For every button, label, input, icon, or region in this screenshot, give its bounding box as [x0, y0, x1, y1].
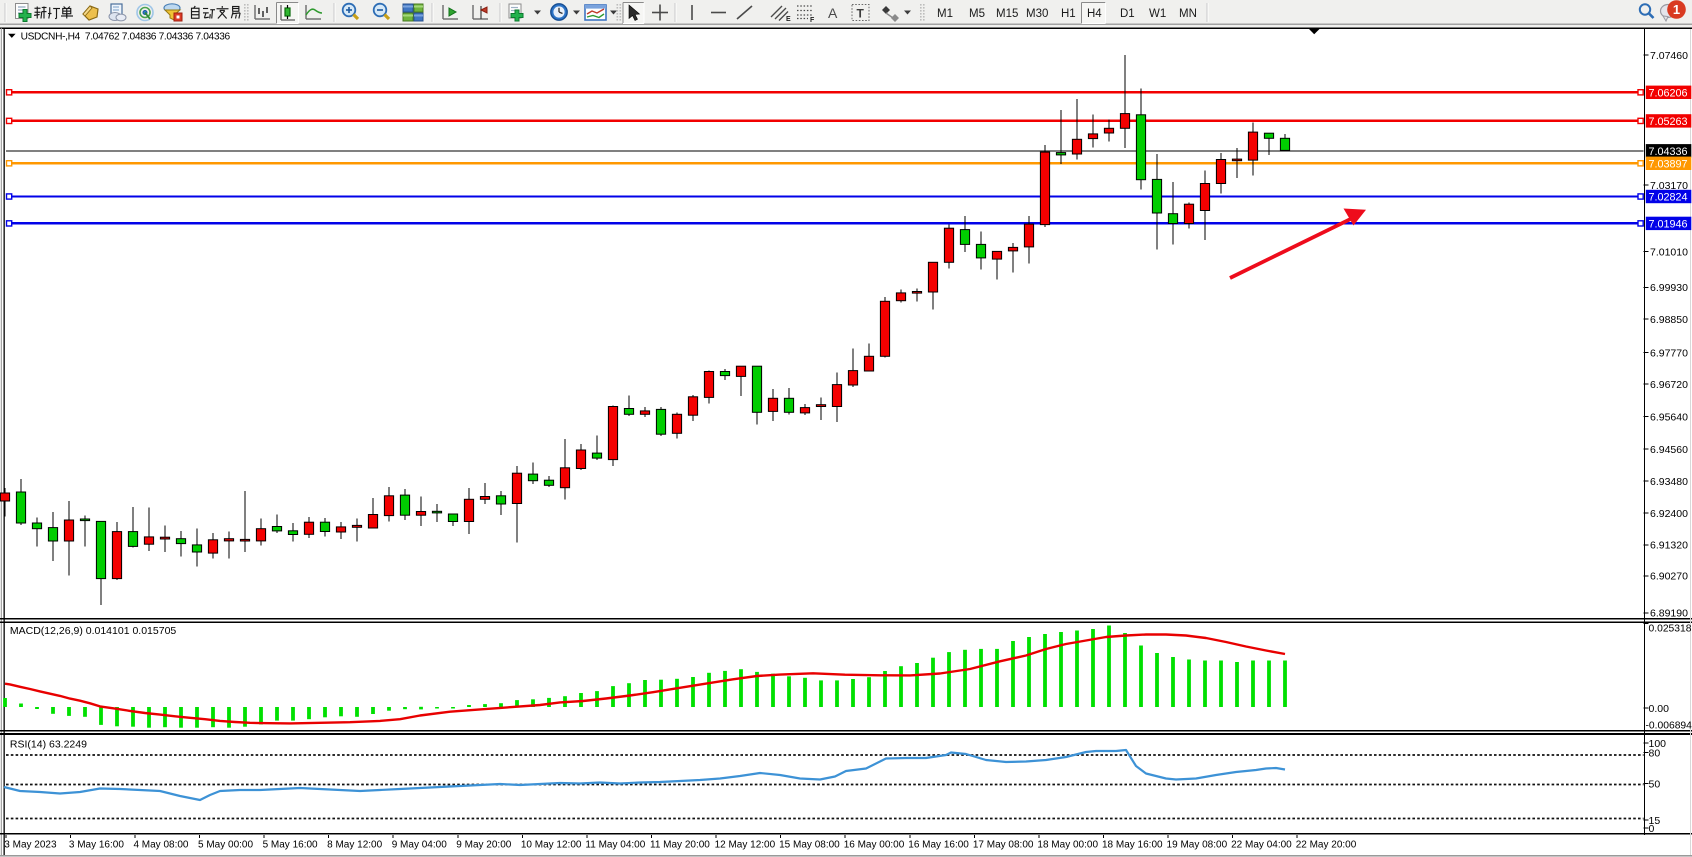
svg-text:USDCNH-,H4 7.04762 7.04836 7.: USDCNH-,H4 7.04762 7.04836 7.04336 7.043…: [21, 31, 231, 42]
svg-text:7.02824: 7.02824: [1649, 192, 1688, 204]
svg-text:6.96720: 6.96720: [1650, 379, 1688, 391]
svg-text:-0.006894: -0.006894: [1646, 720, 1692, 731]
svg-text:6.95640: 6.95640: [1650, 411, 1688, 423]
svg-text:18 May 00:00: 18 May 00:00: [1037, 840, 1098, 851]
svg-text:100: 100: [1649, 738, 1667, 750]
svg-text:6.99930: 6.99930: [1650, 282, 1688, 294]
svg-text:7.01010: 7.01010: [1650, 246, 1688, 258]
svg-text:H4: H4: [1087, 8, 1102, 20]
svg-text:6.89190: 6.89190: [1650, 608, 1688, 620]
svg-text:MACD(12,26,9) 0.014101 0.01570: MACD(12,26,9) 0.014101 0.015705: [10, 625, 177, 637]
svg-text:7.03170: 7.03170: [1650, 180, 1688, 192]
svg-text:3 May 16:00: 3 May 16:00: [69, 840, 124, 851]
svg-text:RSI(14) 63.2249: RSI(14) 63.2249: [10, 738, 87, 750]
svg-text:17 May 08:00: 17 May 08:00: [973, 840, 1034, 851]
svg-text:5 May 00:00: 5 May 00:00: [198, 840, 253, 851]
svg-text:M30: M30: [1026, 8, 1048, 20]
svg-text:22 May 04:00: 22 May 04:00: [1231, 840, 1292, 851]
svg-text:6.98850: 6.98850: [1650, 314, 1688, 326]
svg-text:9 May 04:00: 9 May 04:00: [392, 840, 447, 851]
svg-text:T: T: [857, 7, 865, 21]
svg-text:7.01946: 7.01946: [1649, 218, 1688, 230]
svg-text:M5: M5: [969, 8, 985, 20]
svg-text:0.00: 0.00: [1649, 703, 1670, 715]
svg-text:3 May 2023: 3 May 2023: [4, 840, 57, 851]
svg-text:18 May 16:00: 18 May 16:00: [1102, 840, 1163, 851]
svg-text:6.92400: 6.92400: [1650, 508, 1688, 520]
svg-text:8 May 12:00: 8 May 12:00: [327, 840, 382, 851]
svg-text:D1: D1: [1120, 8, 1135, 20]
svg-text:0: 0: [1649, 823, 1655, 835]
svg-text:22 May 20:00: 22 May 20:00: [1296, 840, 1357, 851]
svg-text:16 May 16:00: 16 May 16:00: [908, 840, 969, 851]
svg-text:10 May 12:00: 10 May 12:00: [521, 840, 582, 851]
svg-text:H1: H1: [1061, 8, 1076, 20]
svg-text:5 May 16:00: 5 May 16:00: [263, 840, 318, 851]
svg-text:15: 15: [1649, 815, 1661, 827]
svg-text:9 May 20:00: 9 May 20:00: [456, 840, 511, 851]
svg-text:11 May 04:00: 11 May 04:00: [585, 840, 645, 851]
svg-text:7.03897: 7.03897: [1649, 158, 1688, 170]
svg-text:6.97770: 6.97770: [1650, 347, 1688, 359]
svg-text:6.90270: 6.90270: [1650, 571, 1688, 583]
svg-text:6.93480: 6.93480: [1650, 476, 1688, 488]
svg-text:MN: MN: [1179, 8, 1197, 20]
svg-text:7.06206: 7.06206: [1649, 87, 1688, 99]
svg-text:80: 80: [1649, 747, 1661, 759]
svg-text:W1: W1: [1149, 8, 1166, 20]
svg-text:E: E: [786, 16, 791, 23]
svg-text:50: 50: [1649, 778, 1661, 790]
svg-text:1: 1: [1673, 2, 1680, 17]
svg-text:7.05263: 7.05263: [1649, 116, 1688, 128]
svg-text:11 May 20:00: 11 May 20:00: [650, 840, 710, 851]
svg-text:7.04336: 7.04336: [1649, 146, 1688, 158]
svg-text:6.91320: 6.91320: [1650, 540, 1688, 552]
svg-text:12 May 12:00: 12 May 12:00: [715, 840, 776, 851]
svg-text:M1: M1: [937, 8, 953, 20]
svg-text:15 May 08:00: 15 May 08:00: [779, 840, 840, 851]
svg-text:4 May 08:00: 4 May 08:00: [133, 840, 188, 851]
svg-text:A: A: [828, 5, 838, 21]
svg-text:7.07460: 7.07460: [1650, 50, 1688, 62]
svg-text:0.025318: 0.025318: [1649, 624, 1692, 635]
svg-text:M15: M15: [996, 8, 1018, 20]
svg-text:6.94560: 6.94560: [1650, 444, 1688, 456]
svg-text:16 May 00:00: 16 May 00:00: [844, 840, 905, 851]
svg-text:19 May 08:00: 19 May 08:00: [1167, 840, 1228, 851]
svg-text:F: F: [810, 17, 815, 24]
